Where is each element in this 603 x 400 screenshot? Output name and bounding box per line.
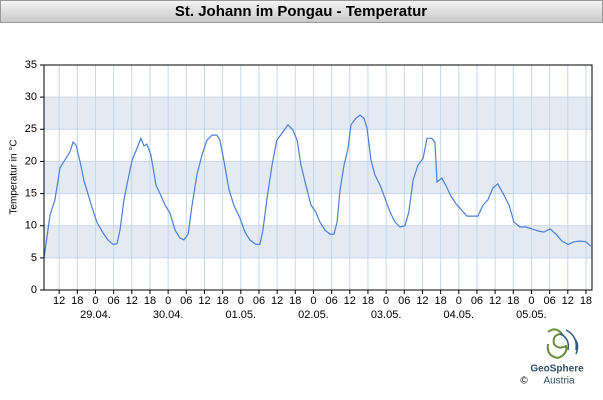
plot-border — [43, 64, 593, 291]
logo-sub: Austria — [543, 376, 575, 387]
x-tick-label: 18 — [71, 295, 83, 307]
copyright: © — [520, 376, 528, 387]
x-tick-label: 18 — [434, 295, 446, 307]
x-tick-label: 0 — [383, 295, 389, 307]
y-tick-label: 35 — [25, 59, 37, 71]
y-tick-label: 15 — [25, 187, 37, 199]
x-tick-label: 12 — [562, 295, 574, 307]
data-line — [43, 114, 592, 258]
x-tick-label: 18 — [144, 295, 156, 307]
x-tick-label: 0 — [238, 295, 244, 307]
date-label: 05.05. — [516, 309, 547, 321]
grid-band — [44, 225, 592, 258]
y-axis-label: Temperatur in °C — [9, 139, 20, 214]
x-tick-label: 06 — [325, 295, 337, 307]
x-tick-label: 0 — [456, 295, 462, 307]
x-tick-label: 06 — [180, 295, 192, 307]
date-label: 03.05. — [371, 309, 402, 321]
date-label: 02.05. — [298, 309, 329, 321]
logo — [546, 328, 579, 360]
date-label: 29.04. — [80, 309, 111, 321]
y-tick-label: 30 — [25, 91, 37, 103]
x-tick-label: 12 — [344, 295, 356, 307]
x-tick-label: 12 — [198, 295, 210, 307]
x-tick-label: 18 — [362, 295, 374, 307]
plot-area: 0 5 10 15 20 25 30 35 12 18 0 06 12 18 0 06 12 18 0 06 12 18 0… — [25, 59, 593, 321]
x-tick-label: 06 — [108, 295, 120, 307]
x-tick-label: 12 — [53, 295, 65, 307]
y-tick-label: 10 — [25, 220, 37, 232]
y-tick-label: 5 — [31, 252, 37, 264]
date-label: 30.04. — [153, 309, 184, 321]
x-tick-label: 0 — [310, 295, 316, 307]
x-tick-label: 06 — [471, 295, 483, 307]
y-tick-label: 20 — [25, 155, 37, 167]
x-tick-label: 06 — [543, 295, 555, 307]
date-label: 01.05. — [225, 309, 256, 321]
x-tick-label: 06 — [398, 295, 410, 307]
chart-title: St. Johann im Pongau - Temperatur — [175, 3, 427, 20]
y-tick-label: 0 — [31, 284, 37, 296]
x-tick-label: 12 — [489, 295, 501, 307]
logo-name: GeoSphere — [530, 364, 584, 375]
x-tick-label: 0 — [165, 295, 171, 307]
grid-band — [44, 97, 592, 130]
logo-icon — [546, 328, 568, 360]
x-tick-label: 18 — [507, 295, 519, 307]
logo-icon — [559, 329, 579, 355]
x-tick-label: 12 — [416, 295, 428, 307]
x-tick-label: 12 — [271, 295, 283, 307]
date-label: 04.05. — [443, 309, 474, 321]
x-tick-label: 18 — [580, 295, 592, 307]
x-tick-label: 0 — [528, 295, 534, 307]
x-tick-label: 0 — [92, 295, 98, 307]
x-tick-label: 12 — [126, 295, 138, 307]
x-tick-label: 18 — [217, 295, 229, 307]
y-tick-label: 25 — [25, 123, 37, 135]
x-tick-label: 06 — [253, 295, 265, 307]
x-tick-label: 18 — [289, 295, 301, 307]
